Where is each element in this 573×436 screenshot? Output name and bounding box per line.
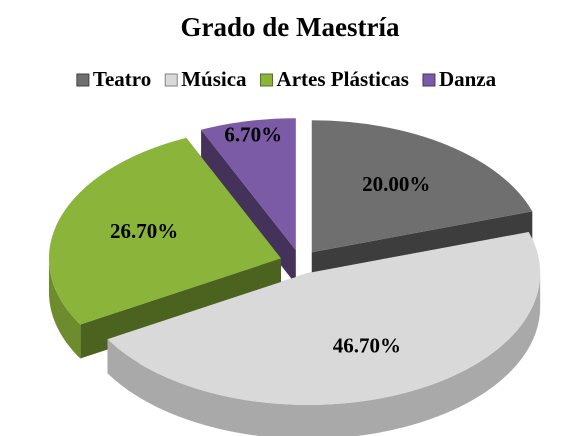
data-label: 26.70% (110, 219, 178, 243)
legend-label: Teatro (93, 67, 151, 91)
legend-swatch (260, 73, 274, 87)
data-label: 20.00% (362, 172, 430, 196)
slice-rim (48, 258, 81, 359)
slice-top (311, 120, 533, 253)
slice (107, 232, 541, 436)
data-label: 46.70% (333, 333, 401, 357)
legend-label: Danza (439, 67, 497, 91)
chart-title: Grado de Maestría (181, 12, 400, 42)
slice (201, 118, 296, 285)
slice-top (107, 232, 541, 405)
legend: Teatro Música Artes Plásticas Danza (76, 67, 497, 91)
slice-top (201, 118, 296, 251)
slice-side (201, 129, 296, 285)
slice-rim (107, 272, 541, 436)
legend-swatch (422, 73, 436, 87)
data-label: 6.70% (224, 122, 282, 146)
legend-label: Música (181, 67, 247, 91)
slice-top (48, 137, 281, 325)
legend-label: Artes Plásticas (277, 67, 409, 91)
legend-swatch (164, 73, 178, 87)
legend-swatch (76, 73, 90, 87)
